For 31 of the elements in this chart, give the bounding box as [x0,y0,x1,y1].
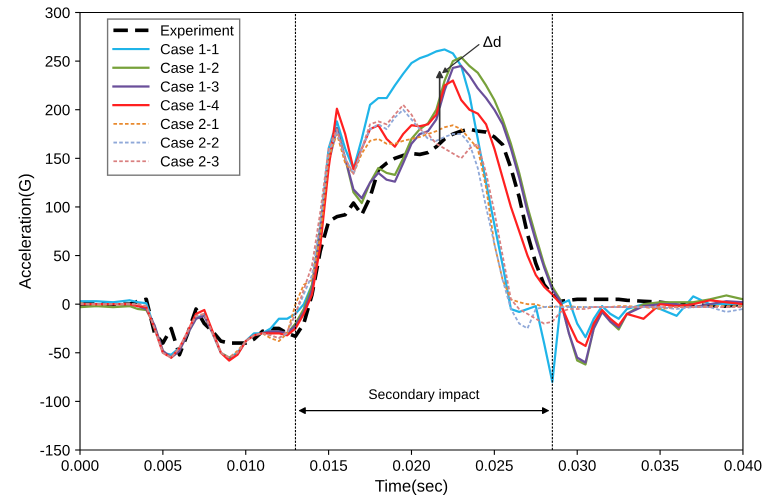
annotation: Secondary impact [368,388,480,402]
legend-label: Case 1-2 [160,62,219,74]
legend-label: Case 2-3 [160,156,219,166]
y-axis-title: Acceleration(G) [18,174,34,290]
x-tick-label: 0.000 [61,460,99,471]
x-tick-label: 0.030 [558,460,596,471]
y-tick-label: -150 [40,444,70,456]
legend-label: Experiment [161,24,234,38]
x-tick-label: 0.035 [642,460,679,471]
y-tick-label: 200 [46,104,70,116]
y-tick-label: 50 [54,250,70,262]
legend-label: Case 1-3 [160,81,219,92]
x-tick-label: 0.020 [392,460,430,471]
legend-label: Case 2-2 [160,137,219,148]
y-tick-label: -50 [48,348,70,358]
legend-label: Case 1-1 [160,44,219,54]
x-tick-label: 0.040 [724,460,762,471]
y-tick-label: 150 [46,153,70,164]
y-tick-label: 0 [62,299,70,310]
y-tick-label: -100 [40,396,70,408]
y-tick-label: 100 [46,202,70,213]
y-tick-label: 300 [45,7,70,18]
x-tick-label: 0.025 [476,460,513,471]
y-tick-label: 250 [46,56,70,67]
x-tick-label: 0.005 [144,460,182,471]
legend-label: Case 1-4 [160,100,219,110]
x-axis-title: Time(sec) [375,480,448,496]
legend-label: Case 2-1 [160,118,219,130]
x-tick-label: 0.015 [310,460,348,471]
annotation: Δd [483,36,500,48]
x-tick-label: 0.010 [227,460,264,471]
